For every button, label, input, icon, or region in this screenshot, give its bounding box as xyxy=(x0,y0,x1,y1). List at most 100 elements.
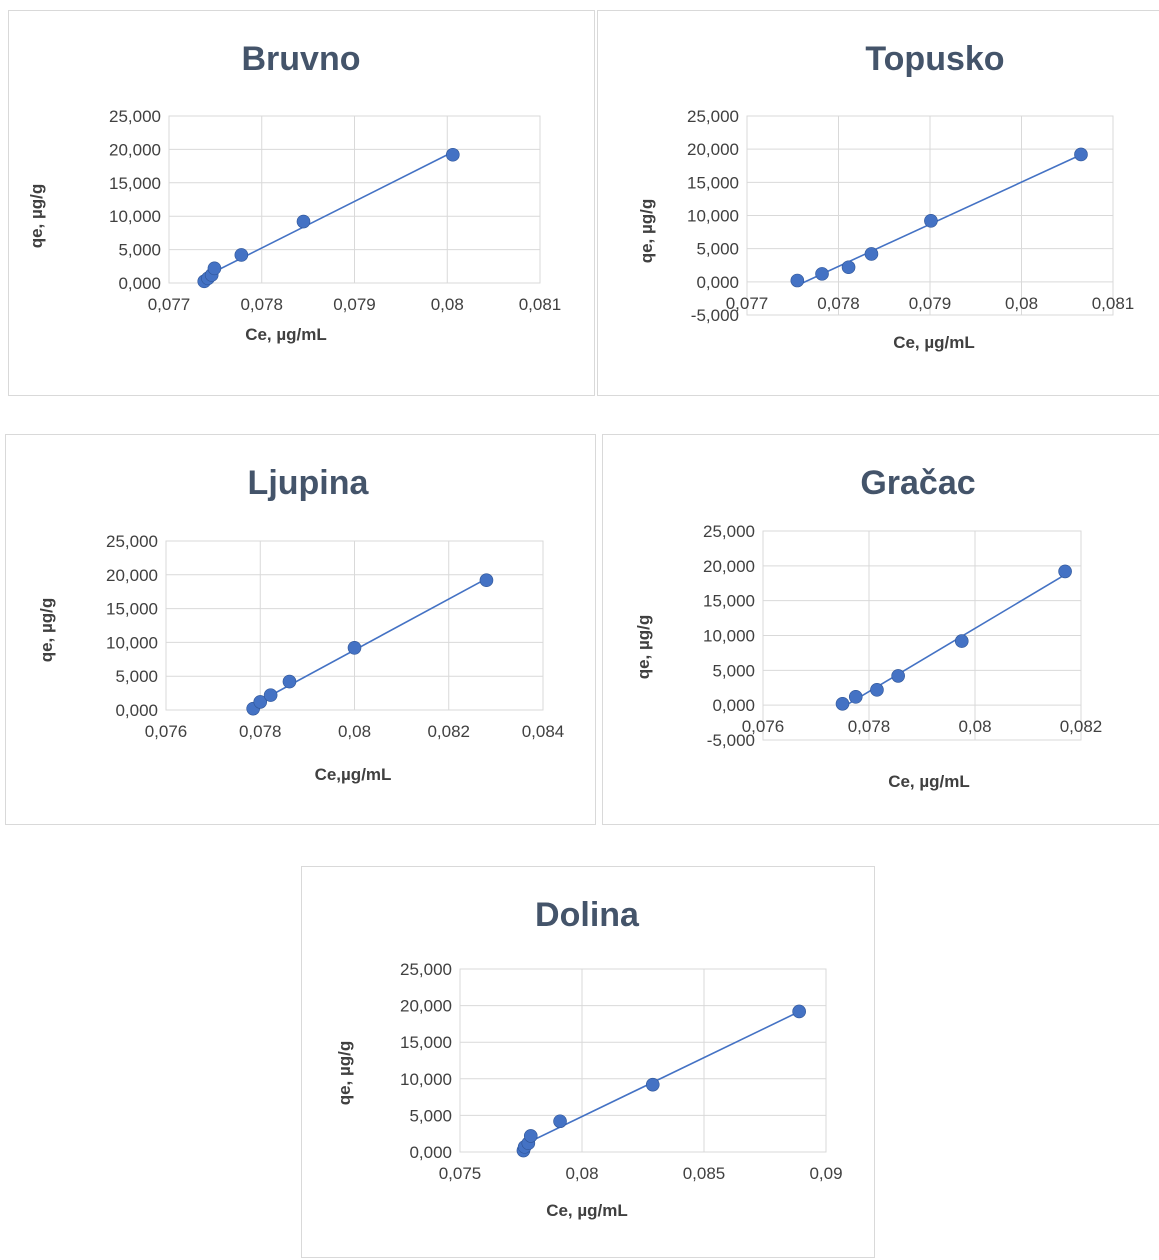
x-tick-label: 0,079 xyxy=(333,295,376,314)
y-tick-label: 10,000 xyxy=(400,1070,452,1089)
data-point xyxy=(347,641,362,655)
chart-title: Ljupina xyxy=(248,464,370,502)
x-axis-label: Ce, µg/mL xyxy=(888,772,970,791)
chart-title: Bruvno xyxy=(242,40,361,78)
chart-panel-gracac: -5,000 0,000 5,000 10,000 15,000 20,000 25,000… xyxy=(602,434,1159,825)
x-tick-label: 0,084 xyxy=(522,722,565,741)
x-tick-label: 0,081 xyxy=(1092,294,1135,313)
y-tick-label: -5,000 xyxy=(691,306,739,325)
y-tick-label: 0,000 xyxy=(115,701,158,720)
y-axis-label: qe, µg/g xyxy=(27,184,46,249)
x-tick-label: 0,08 xyxy=(565,1164,598,1183)
x-axis-label: Ce,µg/mL xyxy=(315,765,392,784)
data-point xyxy=(954,634,969,648)
y-tick-label: 5,000 xyxy=(409,1106,452,1125)
y-axis-label: qe, µg/g xyxy=(335,1041,354,1106)
y-tick-label: 0,000 xyxy=(409,1143,452,1162)
x-tick-label: 0,078 xyxy=(817,294,860,313)
data-point xyxy=(790,273,805,288)
x-tick-label: 0,082 xyxy=(1060,717,1103,736)
x-tick-label: 0,09 xyxy=(809,1164,842,1183)
scatter-chart-topusko: -5,000 0,000 5,000 10,000 15,000 20,000 25,000… xyxy=(637,40,1135,352)
x-tick-label: 0,077 xyxy=(726,294,769,313)
y-tick-label: 15,000 xyxy=(106,600,158,619)
x-tick-label: 0,085 xyxy=(683,1164,726,1183)
chart-title: Dolina xyxy=(535,896,640,934)
y-tick-label: 0,000 xyxy=(712,696,755,715)
y-tick-label: 20,000 xyxy=(703,557,755,576)
y-tick-label: 25,000 xyxy=(703,522,755,541)
x-tick-label: 0,08 xyxy=(338,722,371,741)
y-tick-label: 5,000 xyxy=(696,240,739,259)
y-tick-label: 15,000 xyxy=(400,1033,452,1052)
data-point xyxy=(282,674,297,689)
data-point xyxy=(1058,564,1072,579)
y-tick-label: 20,000 xyxy=(109,140,161,159)
x-tick-label: 0,08 xyxy=(431,295,464,314)
x-tick-label: 0,078 xyxy=(848,717,891,736)
x-axis-label: Ce, µg/mL xyxy=(245,325,327,344)
data-point xyxy=(815,267,829,281)
plot-area xyxy=(459,968,827,1153)
x-tick-label: 0,075 xyxy=(439,1164,482,1183)
chart-panel-topusko: -5,000 0,000 5,000 10,000 15,000 20,000 25,000… xyxy=(597,10,1159,396)
y-tick-label: 5,000 xyxy=(118,241,161,260)
y-tick-label: 10,000 xyxy=(687,207,739,226)
data-point xyxy=(870,683,884,697)
data-point xyxy=(263,688,278,702)
x-tick-label: 0,082 xyxy=(427,722,470,741)
y-axis-label: qe, µg/g xyxy=(37,598,56,663)
y-tick-label: -5,000 xyxy=(707,731,755,750)
trendline xyxy=(796,154,1082,287)
data-point xyxy=(864,247,879,261)
data-point xyxy=(891,669,905,683)
x-tick-label: 0,081 xyxy=(519,295,562,314)
x-tick-label: 0,077 xyxy=(148,295,191,314)
y-axis-label: qe, µg/g xyxy=(637,199,656,264)
y-tick-label: 10,000 xyxy=(106,633,158,652)
data-point xyxy=(523,1129,538,1143)
chart-title: Topusko xyxy=(865,40,1004,78)
y-tick-label: 15,000 xyxy=(687,173,739,192)
x-tick-label: 0,08 xyxy=(1005,294,1038,313)
y-tick-label: 20,000 xyxy=(400,997,452,1016)
data-point xyxy=(924,214,938,228)
chart-panel-ljupina: 0,000 5,000 10,000 15,000 20,000 25,000 0,076 0… xyxy=(5,434,596,825)
data-point xyxy=(234,248,249,262)
data-point xyxy=(253,695,268,709)
data-point xyxy=(479,573,494,588)
y-tick-label: 25,000 xyxy=(400,960,452,979)
x-tick-label: 0,079 xyxy=(909,294,952,313)
data-point xyxy=(446,147,460,162)
y-tick-label: 25,000 xyxy=(687,107,739,126)
scatter-chart-bruvno: 0,000 5,000 10,000 15,000 20,000 25,000 0,077 0… xyxy=(27,40,562,344)
chart-panel-bruvno: 0,000 5,000 10,000 15,000 20,000 25,000 0,077 0… xyxy=(8,10,595,396)
scatter-chart-dolina: 0,000 5,000 10,000 15,000 20,000 25,000 0,075 0… xyxy=(335,896,843,1220)
y-tick-label: 10,000 xyxy=(109,207,161,226)
y-tick-label: 20,000 xyxy=(687,140,739,159)
trendline xyxy=(523,1010,800,1146)
x-axis-label: Ce, µg/mL xyxy=(893,333,975,352)
y-tick-label: 20,000 xyxy=(106,566,158,585)
data-point xyxy=(792,1004,806,1019)
y-tick-label: 0,000 xyxy=(118,274,161,293)
data-point xyxy=(553,1114,567,1129)
x-axis-label: Ce, µg/mL xyxy=(546,1201,628,1220)
scatter-chart-ljupina: 0,000 5,000 10,000 15,000 20,000 25,000 0,076 0… xyxy=(37,464,565,784)
y-tick-label: 10,000 xyxy=(703,627,755,646)
y-tick-label: 25,000 xyxy=(109,107,161,126)
data-point xyxy=(1074,147,1088,162)
data-point xyxy=(645,1077,660,1092)
scatter-chart-gracac: -5,000 0,000 5,000 10,000 15,000 20,000 25,000… xyxy=(634,464,1103,791)
data-point xyxy=(296,214,311,229)
chart-panel-dolina: 0,000 5,000 10,000 15,000 20,000 25,000 0,075 0… xyxy=(301,866,875,1258)
x-tick-label: 0,08 xyxy=(958,717,991,736)
data-point xyxy=(207,261,222,276)
data-point xyxy=(848,690,863,704)
y-tick-label: 15,000 xyxy=(109,174,161,193)
x-tick-label: 0,076 xyxy=(742,717,785,736)
x-tick-label: 0,078 xyxy=(240,295,283,314)
y-tick-label: 5,000 xyxy=(115,667,158,686)
y-axis-label: qe, µg/g xyxy=(634,615,653,680)
data-point xyxy=(835,696,850,711)
